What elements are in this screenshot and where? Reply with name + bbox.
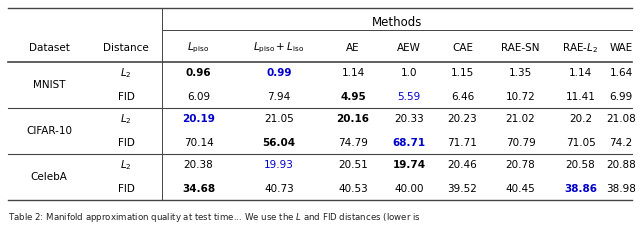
Text: 74.79: 74.79: [338, 138, 368, 148]
Text: FID: FID: [118, 183, 134, 193]
Text: 70.14: 70.14: [184, 138, 213, 148]
Text: 7.94: 7.94: [268, 91, 291, 101]
Text: CelebA: CelebA: [31, 172, 67, 182]
Text: 0.96: 0.96: [186, 69, 211, 79]
Text: 74.2: 74.2: [609, 138, 632, 148]
Text: 20.88: 20.88: [606, 160, 636, 170]
Text: 68.71: 68.71: [392, 138, 426, 148]
Text: 0.99: 0.99: [266, 69, 292, 79]
Text: 4.95: 4.95: [340, 91, 366, 101]
Text: 20.51: 20.51: [338, 160, 368, 170]
Text: 70.79: 70.79: [506, 138, 536, 148]
Text: AE: AE: [346, 43, 360, 53]
Text: 10.72: 10.72: [506, 91, 536, 101]
Text: Methods: Methods: [372, 16, 422, 30]
Text: 56.04: 56.04: [262, 138, 296, 148]
Text: RAE-$L_2$: RAE-$L_2$: [563, 41, 598, 55]
Text: 20.33: 20.33: [394, 114, 424, 124]
Text: 20.38: 20.38: [184, 160, 213, 170]
Text: Distance: Distance: [103, 43, 149, 53]
Text: FID: FID: [118, 138, 134, 148]
Text: $L_{\mathrm{piso}}$: $L_{\mathrm{piso}}$: [188, 41, 209, 55]
Text: 1.0: 1.0: [401, 69, 417, 79]
Text: 40.45: 40.45: [506, 183, 536, 193]
Text: 20.46: 20.46: [447, 160, 477, 170]
Text: 6.46: 6.46: [451, 91, 474, 101]
Text: $L_{\mathrm{piso}} + L_{\mathrm{iso}}$: $L_{\mathrm{piso}} + L_{\mathrm{iso}}$: [253, 41, 305, 55]
Text: 38.98: 38.98: [606, 183, 636, 193]
Text: 38.86: 38.86: [564, 183, 597, 193]
Text: 40.73: 40.73: [264, 183, 294, 193]
Text: 6.09: 6.09: [187, 91, 210, 101]
Text: 20.78: 20.78: [506, 160, 536, 170]
Text: 1.35: 1.35: [509, 69, 532, 79]
Text: 20.16: 20.16: [337, 114, 369, 124]
Text: 1.64: 1.64: [609, 69, 632, 79]
Text: 20.19: 20.19: [182, 114, 215, 124]
Text: 21.05: 21.05: [264, 114, 294, 124]
Text: AEW: AEW: [397, 43, 421, 53]
Text: 1.14: 1.14: [569, 69, 592, 79]
Text: 20.2: 20.2: [569, 114, 592, 124]
Text: 1.15: 1.15: [451, 69, 474, 79]
Text: 71.05: 71.05: [566, 138, 595, 148]
Text: 21.02: 21.02: [506, 114, 536, 124]
Text: $L_2$: $L_2$: [120, 159, 132, 172]
Text: 34.68: 34.68: [182, 183, 215, 193]
Text: 20.58: 20.58: [566, 160, 595, 170]
Text: 19.93: 19.93: [264, 160, 294, 170]
Text: 71.71: 71.71: [447, 138, 477, 148]
Text: MNIST: MNIST: [33, 80, 65, 90]
Text: CAE: CAE: [452, 43, 473, 53]
Text: CIFAR-10: CIFAR-10: [26, 126, 72, 136]
Text: 5.59: 5.59: [397, 91, 420, 101]
Text: FID: FID: [118, 91, 134, 101]
Text: 11.41: 11.41: [566, 91, 595, 101]
Text: 40.00: 40.00: [394, 183, 424, 193]
Text: RAE-SN: RAE-SN: [501, 43, 540, 53]
Text: Dataset: Dataset: [29, 43, 69, 53]
Text: 40.53: 40.53: [338, 183, 368, 193]
Text: 19.74: 19.74: [392, 160, 426, 170]
Text: 1.14: 1.14: [341, 69, 365, 79]
Text: WAE: WAE: [609, 43, 632, 53]
Text: 39.52: 39.52: [447, 183, 477, 193]
Text: $L_2$: $L_2$: [120, 67, 132, 80]
Text: 21.08: 21.08: [606, 114, 636, 124]
Text: Table 2: Manifold approximation quality at test time... We use the $L$ and FID d: Table 2: Manifold approximation quality …: [8, 212, 421, 224]
Text: $L_2$: $L_2$: [120, 113, 132, 126]
Text: 20.23: 20.23: [447, 114, 477, 124]
Text: 6.99: 6.99: [609, 91, 632, 101]
